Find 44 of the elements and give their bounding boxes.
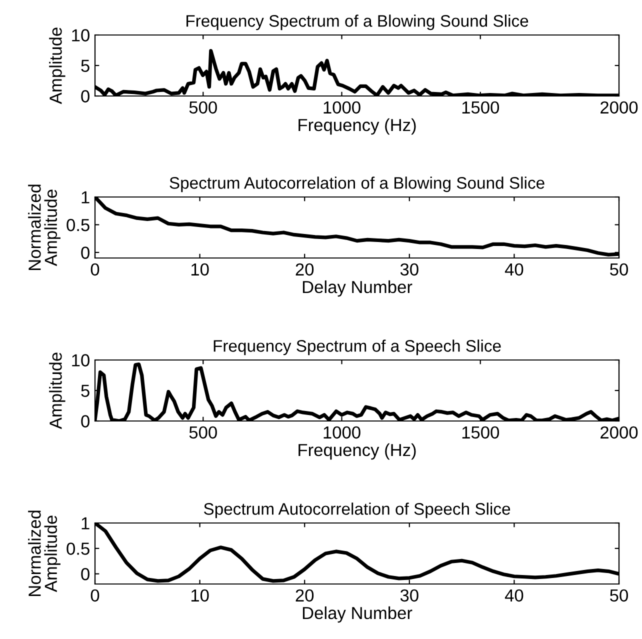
y-tick-label: 1 [82,191,90,204]
y-axis-title: Amplitude [49,28,66,104]
y-tick-label: 0 [81,568,90,580]
x-axis-title: Delay Number [302,280,412,297]
x-tick-label: 20 [296,263,314,276]
x-tick-label: 40 [504,263,524,276]
x-tick-label: 30 [400,263,418,276]
x-axis-title: Frequency (Hz) [298,443,416,460]
x-tick-label: 50 [610,263,628,276]
x-tick-label: 50 [610,589,628,602]
x-tick-label: 10 [191,263,209,276]
x-tick-label: 20 [296,589,314,602]
chart-title: Spectrum Autocorrelation of Speech Slice [204,502,510,518]
x-axis-title: Frequency (Hz) [298,118,416,135]
x-tick-label: 10 [191,589,209,602]
x-tick-label: 500 [189,101,217,114]
x-tick-label: 1000 [324,426,360,439]
y-tick-label: 0 [81,90,90,102]
x-tick-label: 0 [90,589,100,602]
x-axis-title: Delay Number [302,606,412,623]
y-tick-label: 5 [81,384,90,397]
chart-title: Frequency Spectrum of a Speech Slice [214,340,501,356]
y-tick-label: 1 [82,517,90,530]
chart-title: Spectrum Autocorrelation of a Blowing Sound Slice [170,176,544,192]
y-axis-title: Normalized Amplitude [28,510,60,596]
x-tick-label: 40 [504,589,524,602]
x-tick-label: 500 [189,426,217,439]
x-tick-label: 0 [90,263,100,276]
y-tick-label: 0.5 [66,218,90,232]
y-tick-label: 10 [72,354,90,366]
y-tick-label: 0 [81,415,90,428]
y-tick-label: 5 [81,60,90,72]
x-tick-label: 30 [400,589,418,602]
x-tick-label: 2000 [600,426,638,439]
y-axis-title: Amplitude [49,352,66,430]
y-tick-label: 10 [72,29,90,42]
y-axis-title: Normalized Amplitude [28,184,60,270]
y-tick-label: 0 [81,246,90,259]
x-tick-label: 2000 [600,101,638,114]
x-tick-label: 1500 [462,101,500,114]
chart-title: Frequency Spectrum of a Blowing Sound Slice [186,14,528,30]
y-tick-label: 0.5 [66,542,90,555]
x-tick-label: 1000 [324,101,360,114]
x-tick-label: 1500 [462,426,500,439]
